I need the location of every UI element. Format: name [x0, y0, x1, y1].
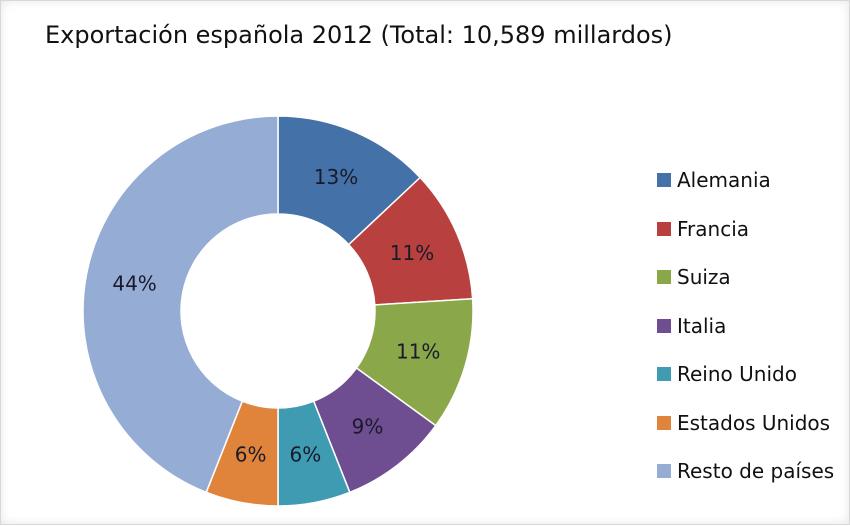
legend: Alemania Francia Suiza Italia Reino Unido Est… — [657, 156, 834, 496]
legend-item-reino-unido: Reino Unido — [657, 350, 834, 399]
legend-label: Suiza — [677, 265, 731, 290]
legend-item-suiza: Suiza — [657, 253, 834, 302]
legend-item-resto-de-paises: Resto de países — [657, 447, 834, 496]
legend-swatch — [657, 221, 671, 236]
legend-swatch — [657, 173, 671, 188]
legend-swatch — [657, 464, 671, 479]
legend-swatch — [657, 270, 671, 285]
legend-item-alemania: Alemania — [657, 156, 834, 205]
legend-label: Italia — [677, 313, 727, 338]
legend-item-estados-unidos: Estados Unidos — [657, 399, 834, 448]
donut-data-labels: 13% 11% 11% 9% 6% 6% 44% — [112, 165, 440, 466]
legend-item-francia: Francia — [657, 205, 834, 254]
data-label-suiza: 11% — [396, 340, 440, 364]
legend-label: Reino Unido — [677, 362, 797, 387]
legend-label: Resto de países — [677, 459, 835, 484]
slice-resto-de-paises — [82, 115, 279, 494]
data-label-estados-unidos: 6% — [235, 442, 267, 466]
legend-label: Alemania — [677, 168, 771, 193]
legend-swatch — [657, 318, 671, 333]
legend-swatch — [657, 415, 671, 430]
legend-label: Estados Unidos — [677, 410, 831, 435]
legend-label: Francia — [677, 216, 750, 241]
legend-swatch — [657, 367, 671, 382]
data-label-alemania: 13% — [314, 165, 358, 189]
donut-slices — [82, 115, 474, 507]
data-label-francia: 11% — [390, 241, 434, 265]
chart-title: Exportación española 2012 (Total: 10,589… — [45, 21, 673, 49]
data-label-resto-de-paises: 44% — [112, 272, 156, 296]
data-label-reino-unido: 6% — [289, 442, 321, 466]
legend-item-italia: Italia — [657, 302, 834, 351]
data-label-italia: 9% — [352, 414, 384, 438]
